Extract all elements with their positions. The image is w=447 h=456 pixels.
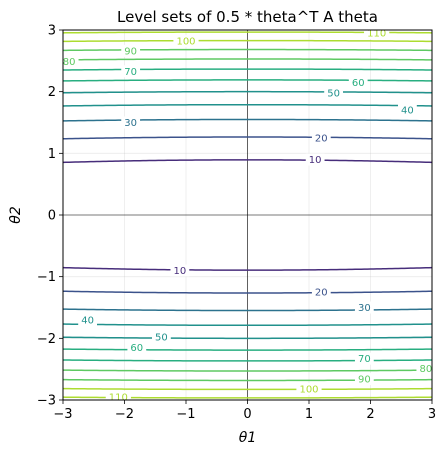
contour-line-100	[63, 39, 432, 43]
y-tick-label: 1	[48, 147, 56, 162]
contour-line-100	[63, 387, 432, 391]
y-tick-label: −3	[37, 394, 56, 409]
contour-line-20	[63, 136, 432, 140]
contour-line-80	[63, 369, 432, 372]
contour-label-110: 110	[367, 29, 386, 40]
contour-line-80	[63, 58, 432, 61]
contour-label-background	[354, 301, 374, 314]
contour-label-background	[78, 313, 97, 326]
contour-label-90: 90	[124, 46, 137, 57]
x-tick-label: −3	[53, 407, 72, 422]
contour-label-background	[305, 153, 325, 166]
contour-line-40	[63, 103, 432, 107]
y-tick-label: 3	[48, 24, 56, 39]
chart-title: Level sets of 0.5 * theta^T A theta	[117, 8, 378, 26]
contour-line-10	[63, 266, 432, 271]
contour-line-20	[63, 290, 432, 294]
contour-label-background	[170, 264, 190, 277]
contour-label-60: 60	[352, 78, 365, 89]
x-axis-label: θ1	[239, 430, 256, 446]
contour-label-40: 40	[401, 106, 414, 117]
contour-label-background	[63, 55, 79, 68]
contour-label-50: 50	[155, 333, 168, 344]
contour-label-background	[354, 373, 374, 386]
contour-label-20: 20	[315, 288, 328, 299]
contour-line-50	[63, 90, 432, 94]
contour-label-background	[311, 131, 331, 144]
contour-label-100: 100	[299, 384, 318, 395]
contour-label-background	[364, 30, 390, 40]
contour-line-40	[63, 323, 432, 327]
contour-label-80: 80	[419, 364, 432, 375]
contour-label-10: 10	[309, 155, 322, 166]
x-tick-label: 3	[428, 407, 436, 422]
x-tick-label: −1	[176, 407, 195, 422]
contour-label-60: 60	[130, 343, 143, 354]
contour-label-background	[173, 35, 199, 48]
contour-label-background	[105, 390, 131, 400]
x-tick-label: −2	[115, 407, 134, 422]
contour-label-70: 70	[358, 354, 371, 365]
contour-label-background	[121, 65, 141, 78]
y-tick-label: −2	[37, 332, 56, 347]
contour-label-background	[296, 382, 322, 395]
contour-label-background	[127, 341, 147, 354]
x-tick-label: 1	[305, 407, 313, 422]
contour-label-background	[121, 116, 141, 129]
y-axis-label: θ2	[8, 206, 24, 224]
contour-label-40: 40	[81, 315, 94, 326]
contour-label-background	[354, 352, 374, 365]
contour-label-100: 100	[176, 37, 195, 48]
plot-area: 1010202030304040505060607070808090901001…	[37, 24, 436, 423]
contour-label-background	[398, 104, 417, 117]
contour-label-50: 50	[327, 88, 340, 99]
contour-label-30: 30	[358, 303, 371, 314]
y-tick-label: 2	[48, 85, 56, 100]
plot-clipped-group: 10 10 20 20 30 30 40 40 50 50 60 60 70 70 80 80 90 90 100 1…	[63, 29, 432, 403]
y-tick-label: −1	[37, 270, 56, 285]
contour-label-10: 10	[173, 266, 186, 277]
contour-label-20: 20	[315, 133, 328, 144]
contour-label-background	[121, 44, 141, 57]
contour-line-60	[63, 79, 432, 82]
contour-label-background	[311, 286, 331, 299]
x-tick-label: 0	[243, 407, 251, 422]
contour-label-110: 110	[109, 392, 128, 403]
contour-label-background	[348, 76, 368, 89]
contour-label-80: 80	[63, 57, 76, 68]
contour-label-background	[416, 362, 432, 375]
contour-line-90	[63, 48, 432, 52]
contour-label-90: 90	[358, 375, 371, 386]
contour-label-background	[324, 86, 343, 99]
x-tick-label: 2	[366, 407, 374, 422]
contour-label-70: 70	[124, 67, 137, 78]
contour-line-60	[63, 348, 432, 351]
y-tick-label: 0	[48, 209, 56, 224]
contour-label-30: 30	[124, 118, 137, 129]
contour-line-50	[63, 336, 432, 340]
contour-line-10	[63, 159, 432, 164]
contour-label-background	[152, 331, 171, 344]
contour-line-90	[63, 378, 432, 382]
